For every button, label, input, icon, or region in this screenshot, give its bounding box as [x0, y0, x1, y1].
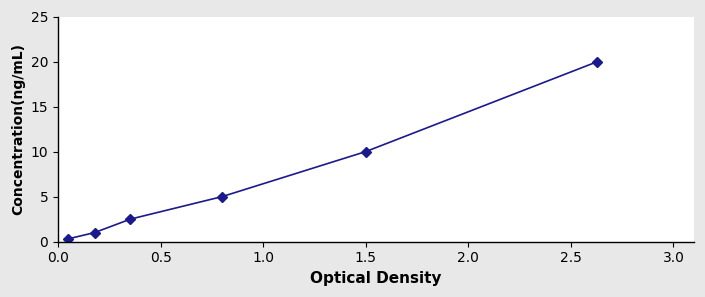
X-axis label: Optical Density: Optical Density — [310, 271, 442, 286]
Y-axis label: Concentration(ng/mL): Concentration(ng/mL) — [11, 43, 25, 215]
